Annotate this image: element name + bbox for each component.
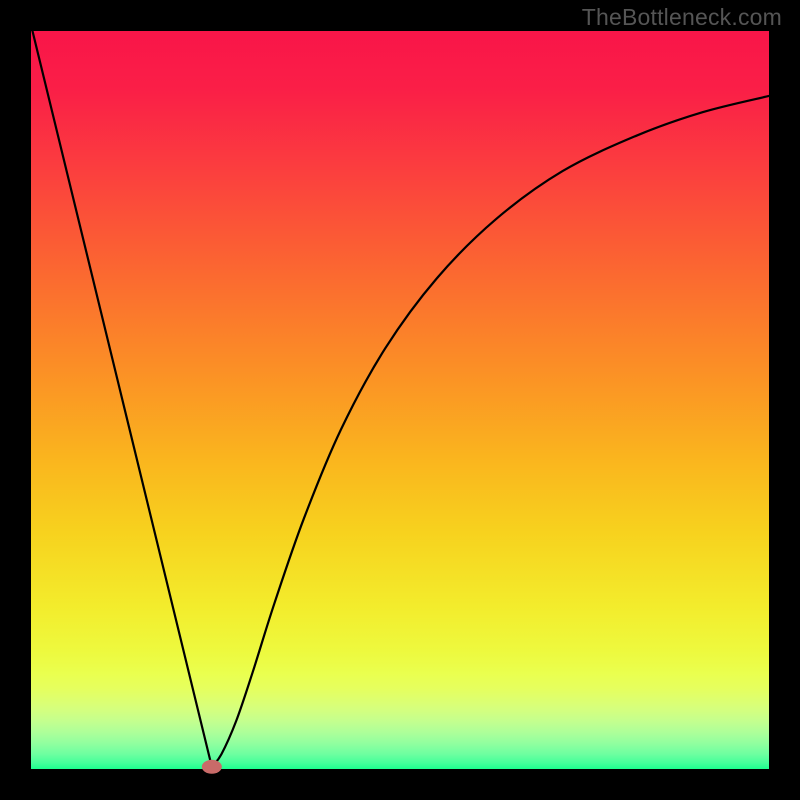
root: TheBottleneck.com xyxy=(0,0,800,800)
dip-marker xyxy=(202,760,222,774)
bottleneck-chart xyxy=(0,0,800,800)
plot-area xyxy=(31,31,769,769)
watermark-text: TheBottleneck.com xyxy=(582,4,782,31)
